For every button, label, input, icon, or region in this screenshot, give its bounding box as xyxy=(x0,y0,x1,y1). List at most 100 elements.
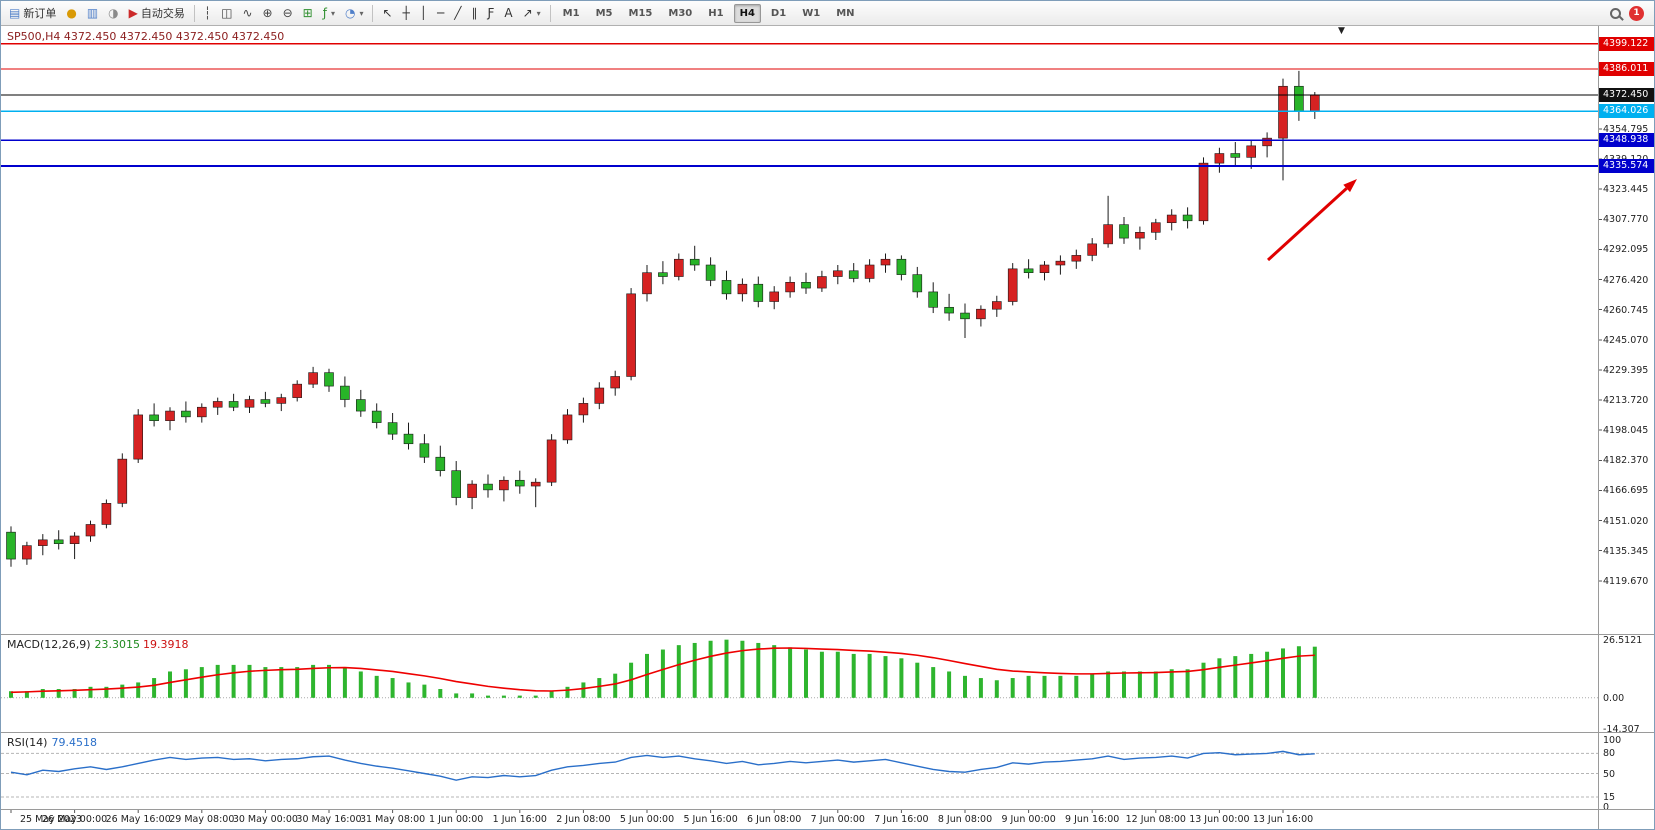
indicators-icon[interactable]: ƒ ▾ xyxy=(319,3,339,24)
candlestick-chart-icon[interactable]: ◫ xyxy=(217,3,236,24)
timeframe-d1[interactable]: D1 xyxy=(765,4,792,23)
price-axis-label: 4229.395 xyxy=(1603,364,1649,376)
macd-histogram-bar xyxy=(422,684,427,698)
panel-divider[interactable] xyxy=(1,809,1654,810)
price-axis-label: 4339.120 xyxy=(1603,154,1649,166)
equidistant-channel-icon[interactable]: ∥ xyxy=(467,3,481,24)
candle-body xyxy=(1166,214,1177,224)
time-axis-label: 7 Jun 00:00 xyxy=(810,814,865,825)
macd-histogram-bar xyxy=(438,689,443,698)
macd-histogram-bar xyxy=(56,689,61,698)
gold-symbol-icon: ● xyxy=(66,6,77,20)
macd-axis-label: 26.5121 xyxy=(1603,634,1643,646)
time-axis-label: 5 Jun 16:00 xyxy=(683,814,738,825)
text-label-icon[interactable]: A xyxy=(500,3,516,24)
timeframe-mn[interactable]: MN xyxy=(830,4,860,23)
trendline-icon[interactable]: ╱ xyxy=(450,3,465,24)
zoom-out-icon[interactable]: ⊖ xyxy=(279,3,297,24)
macd-histogram-bar xyxy=(215,664,220,698)
macd-signal-value: 19.3918 xyxy=(143,638,189,651)
timeframe-m30[interactable]: M30 xyxy=(662,4,698,23)
candle-body xyxy=(133,414,143,460)
zoom-in-icon[interactable]: ⊕ xyxy=(259,3,277,24)
candle-body xyxy=(355,399,366,412)
macd-histogram-bar xyxy=(199,667,204,698)
price-axis-label: 4135.345 xyxy=(1603,545,1649,557)
vertical-line-icon[interactable]: │ xyxy=(416,3,431,24)
timeframe-m1[interactable]: M1 xyxy=(557,4,586,23)
candle-body xyxy=(499,479,509,491)
candle-body xyxy=(403,433,414,445)
macd-histogram-bar xyxy=(1201,662,1206,698)
price-axis-label: 4119.670 xyxy=(1603,575,1649,587)
macd-histogram-bar xyxy=(263,667,268,698)
time-axis-label: 30 May 00:00 xyxy=(232,814,298,825)
cursor-icon[interactable]: ↖ xyxy=(378,3,396,24)
candle-body xyxy=(340,385,350,400)
candle-body xyxy=(832,270,843,277)
macd-histogram-bar xyxy=(994,680,999,698)
panel-divider[interactable] xyxy=(1,634,1654,635)
macd-histogram-bar xyxy=(915,662,920,698)
notification-badge[interactable]: 1 xyxy=(1629,5,1644,21)
macd-histogram-bar xyxy=(1249,653,1254,698)
zoom-in-icon: ⊕ xyxy=(262,6,273,20)
arrow-head[interactable] xyxy=(1343,179,1357,193)
crosshair-icon[interactable]: ┼ xyxy=(399,3,414,24)
macd-histogram-bar xyxy=(549,691,554,698)
macd-histogram-bar xyxy=(327,664,331,698)
new-order-button[interactable]: ▤ 新订单 xyxy=(5,3,60,24)
rsi-axis-label: 15 xyxy=(1603,791,1616,803)
macd-histogram-bar xyxy=(1042,675,1047,698)
timeframe-h1[interactable]: H1 xyxy=(702,4,729,23)
timeframe-m15[interactable]: M15 xyxy=(623,4,659,23)
price-axis-label: 4292.095 xyxy=(1603,244,1649,256)
candle-body xyxy=(737,283,748,295)
line-chart-icon[interactable]: ∿ xyxy=(238,3,256,24)
time-axis-label: 9 Jun 16:00 xyxy=(1065,814,1120,825)
arrow-line[interactable] xyxy=(1266,187,1348,262)
tile-windows-icon[interactable]: ⊞ xyxy=(299,3,317,24)
macd-histogram-bar xyxy=(24,691,29,698)
macd-histogram-bar xyxy=(756,642,761,698)
periods-icon[interactable]: ◔ ▾ xyxy=(341,3,368,24)
search-icon[interactable] xyxy=(1610,7,1621,19)
market-watch-icon[interactable]: ▥ xyxy=(83,3,102,24)
gold-symbol-icon[interactable]: ● xyxy=(62,3,80,24)
candle-body xyxy=(149,414,159,421)
timeframe-m5[interactable]: M5 xyxy=(590,4,619,23)
timeframe-w1[interactable]: W1 xyxy=(796,4,826,23)
candle-body xyxy=(880,258,891,266)
timeframe-h4[interactable]: H4 xyxy=(733,3,761,23)
arrow-annotation[interactable] xyxy=(1266,179,1357,262)
macd-signal-line xyxy=(10,647,1315,694)
candle-body xyxy=(514,479,525,487)
macd-histogram-bar xyxy=(247,664,252,698)
fibonacci-icon[interactable]: Ƒ xyxy=(483,3,498,24)
macd-histogram-bar xyxy=(692,642,697,698)
arrows-tool-icon[interactable]: ↗ ▾ xyxy=(519,3,545,24)
time-axis-label: 6 Jun 08:00 xyxy=(747,814,802,825)
horizontal-line-icon[interactable]: ─ xyxy=(433,3,448,24)
panel-divider[interactable] xyxy=(1,732,1654,733)
timeframe-mn-label: MN xyxy=(836,7,855,19)
macd-histogram-bar xyxy=(597,678,602,698)
autotrading-button[interactable]: ▶ 自动交易 xyxy=(125,3,189,24)
macd-histogram-bar xyxy=(1122,671,1126,698)
price-axis-label: 4245.070 xyxy=(1603,334,1649,346)
macd-histogram-bar xyxy=(1281,648,1285,698)
bar-chart-icon[interactable]: ┆ xyxy=(200,3,215,24)
navigator-icon[interactable]: ◑ xyxy=(104,3,122,24)
time-axis-label: 8 Jun 08:00 xyxy=(937,814,993,825)
toolbar-right: 1 xyxy=(1610,5,1652,21)
macd-histogram-bar xyxy=(772,645,777,698)
time-axis-label: 13 Jun 16:00 xyxy=(1252,814,1314,825)
macd-histogram-bar xyxy=(645,653,649,698)
time-axis-label: 9 Jun 00:00 xyxy=(1001,814,1056,825)
time-axis-label: 31 May 08:00 xyxy=(360,814,426,825)
